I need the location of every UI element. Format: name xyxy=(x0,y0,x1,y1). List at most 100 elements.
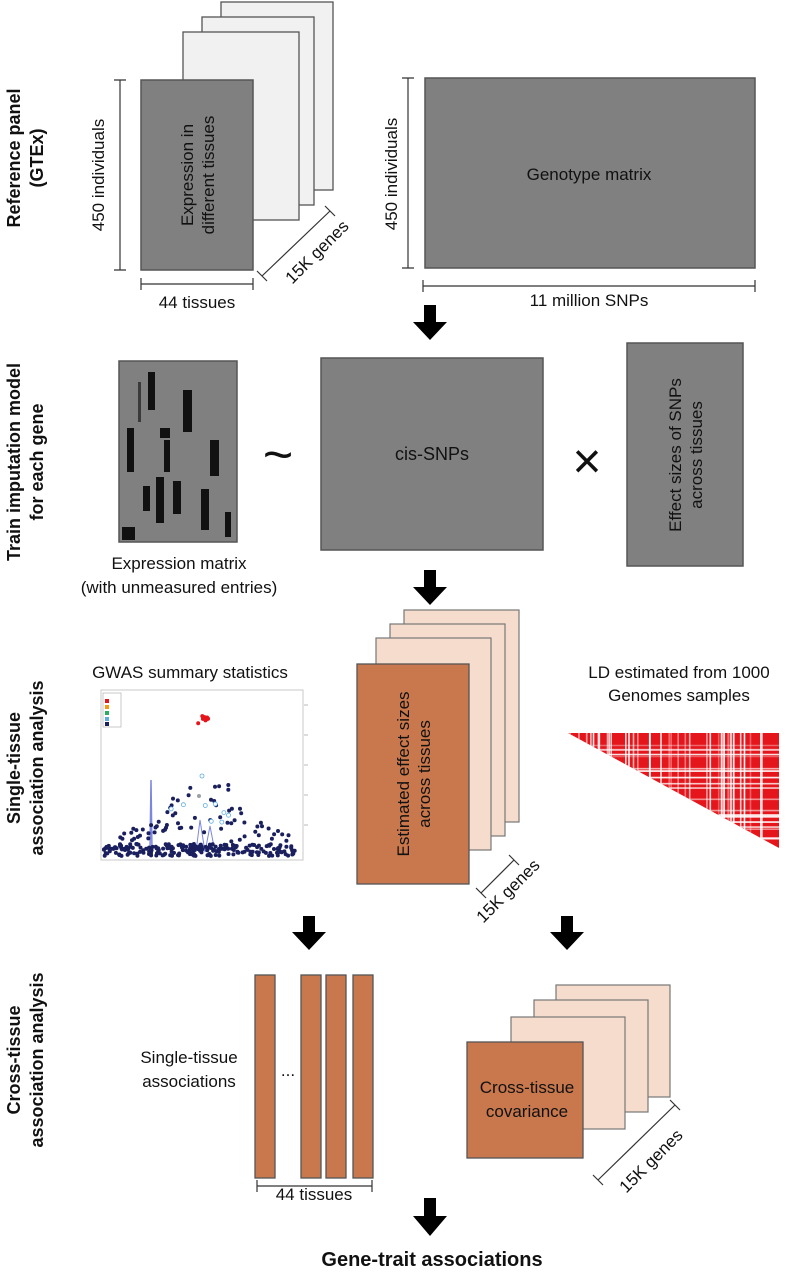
gwas-point xyxy=(284,838,289,843)
gwas-point xyxy=(225,820,230,825)
down-arrow-1 xyxy=(413,305,447,340)
gwas-legend xyxy=(102,692,122,728)
gwas-point xyxy=(131,826,136,831)
gwas-point xyxy=(176,843,181,848)
gwas-point xyxy=(147,845,152,850)
gwas-point xyxy=(266,826,271,831)
gwas-point xyxy=(191,842,196,846)
gwas-point xyxy=(156,849,161,853)
section-label-train-imputation: Train imputation model for each gene xyxy=(4,363,47,561)
gwas-point xyxy=(221,810,227,815)
gwas-point xyxy=(140,827,145,832)
covariance-label-line1: Cross-tissue xyxy=(480,1078,574,1097)
gwas-point xyxy=(154,824,159,829)
svg-text:for each gene: for each gene xyxy=(27,403,47,520)
gwas-point xyxy=(102,847,106,852)
gwas-point xyxy=(253,829,258,834)
gwas-point xyxy=(107,848,112,852)
expression-matrix-sparse xyxy=(118,360,238,543)
gwas-point xyxy=(113,845,118,850)
svg-text:Effect sizes of SNPs: Effect sizes of SNPs xyxy=(666,378,685,532)
gwas-point xyxy=(118,843,122,848)
gwas-point xyxy=(188,843,193,847)
individuals-label-right: 450 individuals xyxy=(382,118,401,230)
gwas-point xyxy=(218,843,223,848)
gwas-point xyxy=(205,853,210,858)
tissues-bracket-bottom xyxy=(256,1180,373,1192)
gwas-point xyxy=(119,847,124,852)
tilde-symbol: ~ xyxy=(263,426,293,484)
gwas-point xyxy=(284,844,289,849)
gwas-point xyxy=(128,842,133,847)
gwas-point xyxy=(239,811,244,816)
gwas-point xyxy=(154,853,159,858)
gwas-point xyxy=(255,824,260,829)
genes-label-bottom: 15K genes xyxy=(616,1126,687,1197)
gwas-point xyxy=(237,837,242,842)
svg-text:across tissues: across tissues xyxy=(687,401,706,509)
gwas-point xyxy=(176,821,180,826)
gwas-point xyxy=(229,821,234,826)
gwas-point xyxy=(242,820,247,825)
gwas-point xyxy=(179,845,184,850)
gwas-point xyxy=(180,802,186,808)
individuals-bracket-right xyxy=(402,77,414,269)
gwas-point xyxy=(258,820,263,825)
gene-trait-associations-title: Gene-trait associations xyxy=(321,1249,542,1271)
gwas-point xyxy=(226,812,231,818)
gwas-point xyxy=(138,845,143,850)
gwas-point xyxy=(272,847,276,851)
gwas-point xyxy=(256,833,261,838)
svg-text:Cross-tissue: Cross-tissue xyxy=(4,1005,24,1114)
gwas-point xyxy=(234,844,239,848)
cis-snps-box xyxy=(320,357,544,551)
svg-text:Reference panel: Reference panel xyxy=(4,88,24,227)
gwas-point xyxy=(278,843,283,848)
gwas-point xyxy=(200,716,205,721)
genes-bracket-bottom xyxy=(592,1099,681,1186)
gwas-point xyxy=(127,850,132,855)
gwas-point xyxy=(232,818,237,823)
svg-text:Train imputation model: Train imputation model xyxy=(4,363,24,561)
expression-matrix-caption-line1: Expression matrix xyxy=(111,554,247,573)
gwas-point xyxy=(203,844,208,849)
single-tissue-assoc-line2: associations xyxy=(142,1072,236,1091)
tissues-bracket-top xyxy=(140,278,254,290)
gwas-point xyxy=(177,851,182,856)
gwas-point xyxy=(205,848,210,853)
gwas-point xyxy=(168,806,174,812)
down-arrow-5 xyxy=(413,1198,447,1236)
gwas-point xyxy=(167,846,172,850)
single-tissue-columns xyxy=(254,974,374,1179)
gwas-point xyxy=(276,846,281,851)
gwas-point xyxy=(105,851,110,856)
genotype-matrix-label: Genotype matrix xyxy=(527,165,652,184)
gwas-point xyxy=(164,825,168,830)
gwas-point xyxy=(212,801,218,807)
gwas-point xyxy=(104,844,109,849)
svg-text:association analysis: association analysis xyxy=(27,972,47,1147)
gwas-point xyxy=(219,819,225,825)
estimated-effects-stack xyxy=(356,609,520,885)
gwas-point xyxy=(188,785,193,790)
ld-title-line2: Genomes samples xyxy=(608,686,750,705)
gwas-point xyxy=(218,815,223,820)
gwas-point xyxy=(130,845,135,850)
snps-label: 11 million SNPs xyxy=(530,291,649,310)
gwas-point xyxy=(192,852,197,857)
gwas-point xyxy=(196,721,201,726)
section-label-single-tissue: Single-tissue association analysis xyxy=(4,680,47,855)
gwas-points xyxy=(102,714,297,858)
gwas-point xyxy=(134,842,139,846)
gwas-point xyxy=(227,808,232,813)
gwas-point xyxy=(268,851,273,855)
gwas-point xyxy=(242,849,247,854)
gwas-point xyxy=(117,852,122,857)
gwas-point xyxy=(275,853,280,858)
gwas-point xyxy=(156,846,161,851)
gwas-manhattan-plot xyxy=(100,689,308,861)
gwas-point xyxy=(199,773,205,779)
gwas-point xyxy=(192,848,197,853)
gwas-point xyxy=(171,796,175,801)
gwas-point xyxy=(202,830,207,835)
